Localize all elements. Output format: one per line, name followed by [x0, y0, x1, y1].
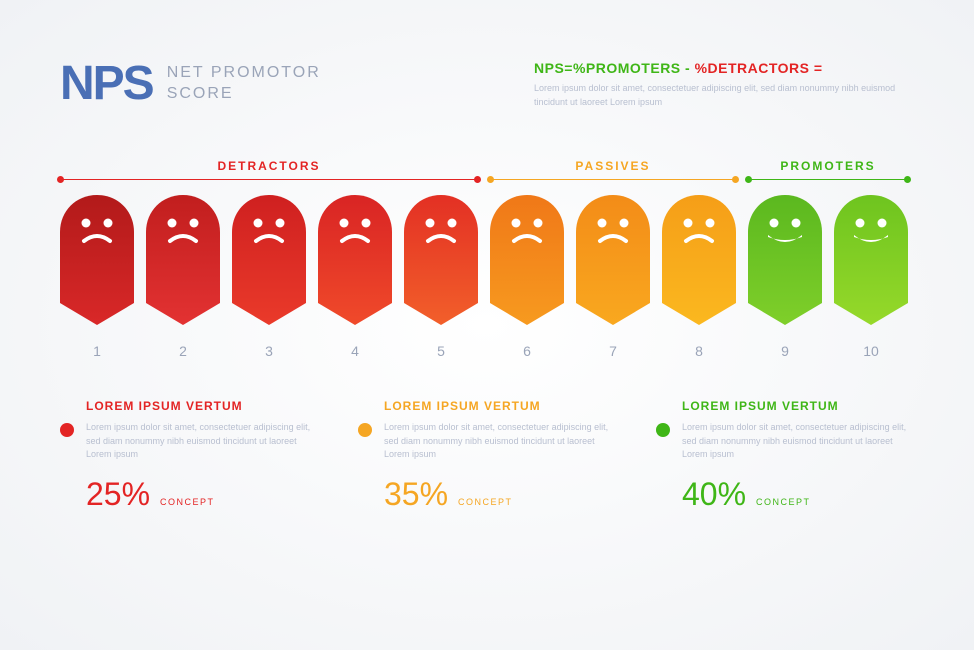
ghost-number: 4: [351, 343, 359, 359]
ghost-number: 2: [179, 343, 187, 359]
ghost-number: 1: [93, 343, 101, 359]
ghost-icon: [232, 195, 306, 325]
concept-title: LOREM IPSUM VERTUM: [86, 399, 318, 413]
header-right: NPS=%PROMOTERS - %DETRACTORS = Lorem ips…: [534, 60, 914, 109]
ghost-icon: [576, 195, 650, 325]
ghosts-row: 1 2 3: [60, 195, 914, 359]
ghost-icon: [748, 195, 822, 325]
concept-title: LOREM IPSUM VERTUM: [384, 399, 616, 413]
concept-desc: Lorem ipsum dolor sit amet, consectetuer…: [682, 421, 914, 462]
concept-label: CONCEPT: [458, 497, 513, 507]
ghost-item: 3: [232, 195, 306, 359]
ghost-item: 10: [834, 195, 908, 359]
ghost-item: 5: [404, 195, 478, 359]
ghost-item: 7: [576, 195, 650, 359]
concept-pct: 35%: [384, 476, 448, 513]
concept-dot-icon: [60, 423, 74, 437]
ghost-icon: [490, 195, 564, 325]
concept-pct: 40%: [682, 476, 746, 513]
concept-label: CONCEPT: [160, 497, 215, 507]
concept-dot-icon: [656, 423, 670, 437]
header: NPS NET PROMOTOR SCORE NPS=%PROMOTERS - …: [60, 60, 914, 109]
ghost-number: 7: [609, 343, 617, 359]
concept-bottom: 40% CONCEPT: [682, 476, 914, 513]
ghost-number: 10: [863, 343, 879, 359]
ghost-icon: [834, 195, 908, 325]
ghost-icon: [318, 195, 392, 325]
ghost-number: 6: [523, 343, 531, 359]
concept-item: LOREM IPSUM VERTUM Lorem ipsum dolor sit…: [358, 399, 616, 513]
bracket-detractors: [60, 179, 478, 189]
ghost-icon: [146, 195, 220, 325]
ghost-icon: [60, 195, 134, 325]
ghost-number: 3: [265, 343, 273, 359]
ghost-icon: [662, 195, 736, 325]
ghost-item: 2: [146, 195, 220, 359]
concept-dot-icon: [358, 423, 372, 437]
ghost-item: 6: [490, 195, 564, 359]
group-label-detractors: DETRACTORS: [60, 159, 478, 179]
concept-bottom: 25% CONCEPT: [86, 476, 318, 513]
group-label-passives: PASSIVES: [490, 159, 736, 179]
concepts-row: LOREM IPSUM VERTUM Lorem ipsum dolor sit…: [60, 399, 914, 513]
ghost-item: 8: [662, 195, 736, 359]
group-passives: PASSIVES: [490, 159, 736, 189]
concept-item: LOREM IPSUM VERTUM Lorem ipsum dolor sit…: [60, 399, 318, 513]
bracket-promoters: [748, 179, 908, 189]
ghost-icon: [404, 195, 478, 325]
concept-bottom: 35% CONCEPT: [384, 476, 616, 513]
bracket-passives: [490, 179, 736, 189]
group-promoters: PROMOTERS: [748, 159, 908, 189]
header-left: NPS NET PROMOTOR SCORE: [60, 60, 321, 108]
concept-pct: 25%: [86, 476, 150, 513]
group-label-promoters: PROMOTERS: [748, 159, 908, 179]
ghost-number: 5: [437, 343, 445, 359]
ghost-item: 1: [60, 195, 134, 359]
concept-title: LOREM IPSUM VERTUM: [682, 399, 914, 413]
concept-desc: Lorem ipsum dolor sit amet, consectetuer…: [384, 421, 616, 462]
subtitle-line2: SCORE: [167, 84, 321, 105]
formula-green: NPS=%PROMOTERS: [534, 60, 681, 76]
ghost-number: 8: [695, 343, 703, 359]
ghost-item: 4: [318, 195, 392, 359]
subtitle-line1: NET PROMOTOR: [167, 63, 321, 84]
ghost-item: 9: [748, 195, 822, 359]
concept-desc: Lorem ipsum dolor sit amet, consectetuer…: [86, 421, 318, 462]
formula-sep: -: [681, 60, 695, 76]
group-detractors: DETRACTORS: [60, 159, 478, 189]
nps-subtitle: NET PROMOTOR SCORE: [167, 63, 321, 105]
concept-item: LOREM IPSUM VERTUM Lorem ipsum dolor sit…: [656, 399, 914, 513]
concept-label: CONCEPT: [756, 497, 811, 507]
formula-red: %DETRACTORS =: [695, 60, 823, 76]
groups-row: DETRACTORS PASSIVES PROMOTERS: [60, 159, 914, 189]
nps-logo: NPS: [60, 60, 153, 108]
formula: NPS=%PROMOTERS - %DETRACTORS =: [534, 60, 914, 76]
formula-desc: Lorem ipsum dolor sit amet, consectetuer…: [534, 82, 914, 109]
ghost-number: 9: [781, 343, 789, 359]
